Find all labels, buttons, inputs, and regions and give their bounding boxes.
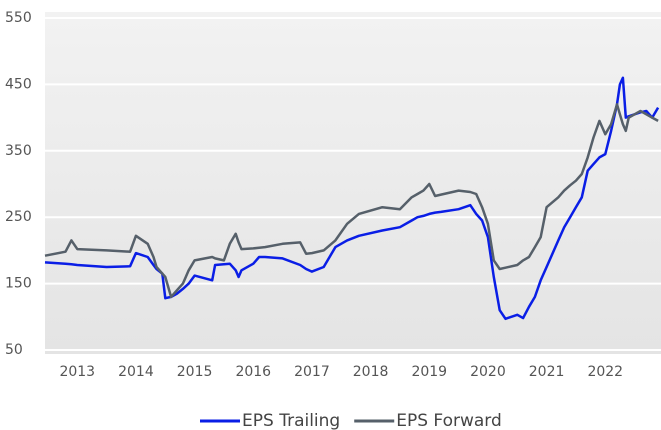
y-tick-label: 550 bbox=[5, 10, 32, 26]
x-tick-label: 2018 bbox=[353, 364, 389, 380]
y-tick-label: 450 bbox=[5, 76, 32, 92]
x-tick-label: 2015 bbox=[177, 364, 213, 380]
y-tick-label: 50 bbox=[5, 342, 23, 358]
y-tick-label: 150 bbox=[5, 276, 32, 292]
x-tick-label: 2016 bbox=[235, 364, 271, 380]
series-line bbox=[44, 76, 660, 321]
y-tick-label: 350 bbox=[5, 143, 32, 159]
x-tick-label: 2017 bbox=[294, 364, 330, 380]
y-tick-label: 250 bbox=[5, 209, 32, 225]
x-tick-label: 2014 bbox=[118, 364, 154, 380]
x-tick-label: 2013 bbox=[59, 364, 95, 380]
legend-label: EPS Forward bbox=[396, 411, 502, 430]
plot-background bbox=[45, 12, 661, 354]
legend-label: EPS Trailing bbox=[242, 411, 340, 430]
x-tick-label: 2019 bbox=[411, 364, 447, 380]
x-tick-label: 2022 bbox=[587, 364, 623, 380]
series-line bbox=[44, 103, 659, 299]
x-tick-label: 2021 bbox=[529, 364, 565, 380]
x-tick-label: 2020 bbox=[470, 364, 506, 380]
